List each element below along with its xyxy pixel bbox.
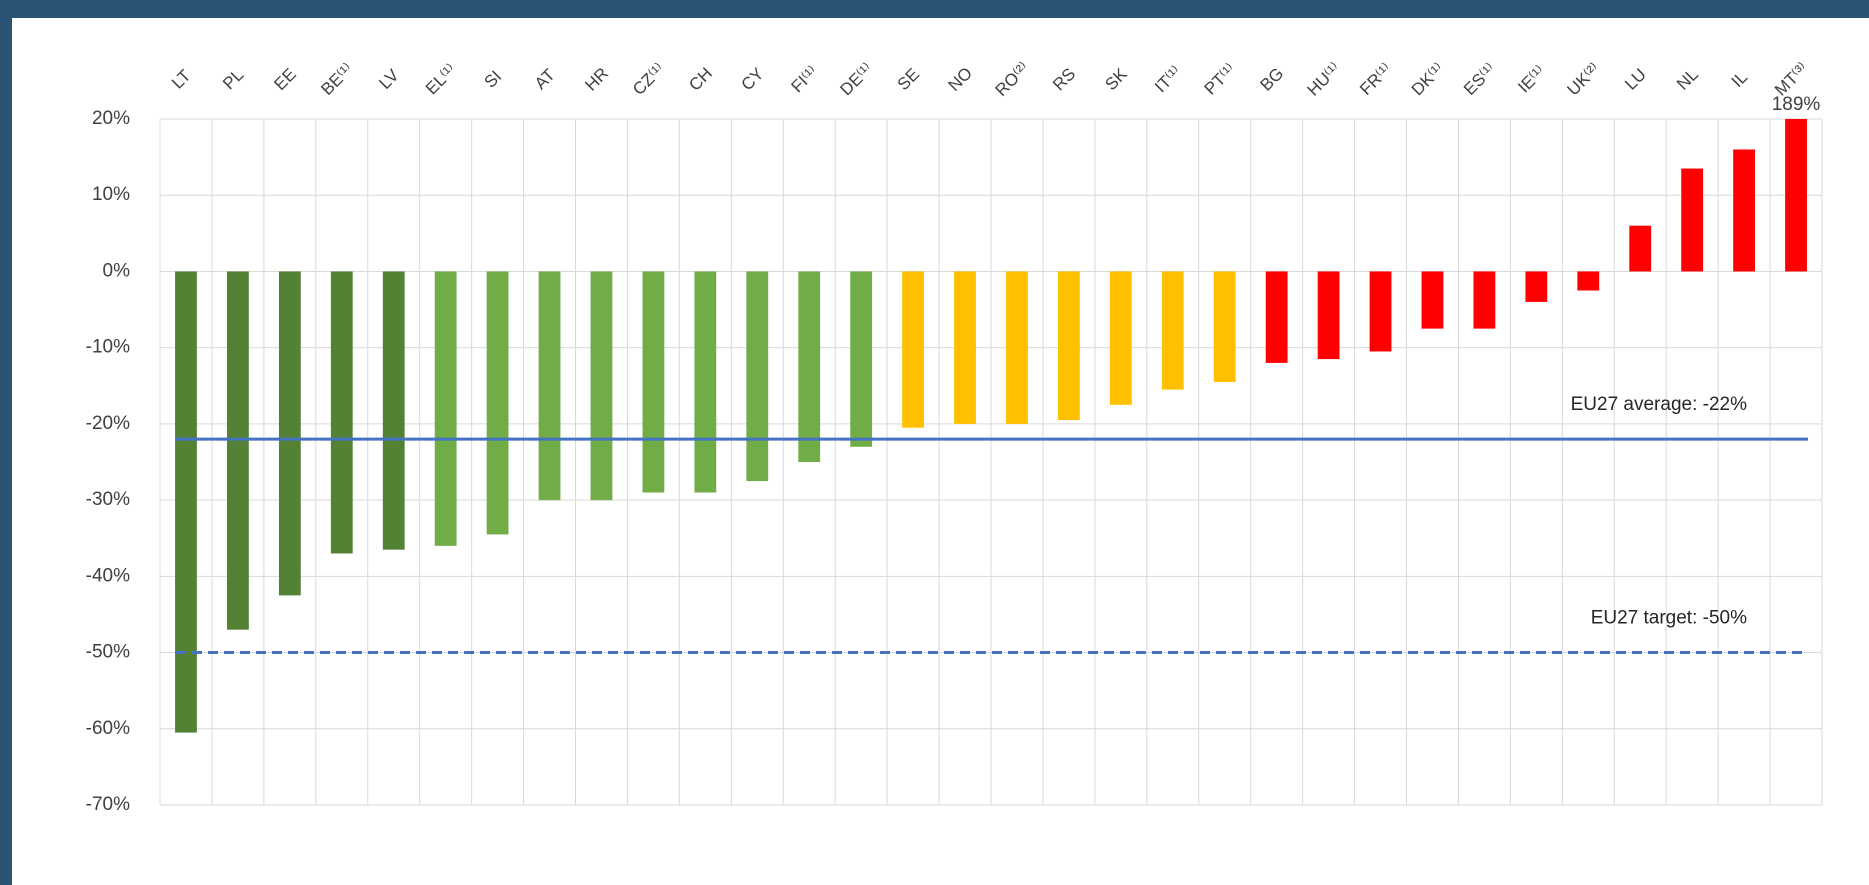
bar (1317, 271, 1340, 360)
bar (382, 271, 405, 550)
bar (1006, 271, 1028, 424)
bar (1265, 271, 1288, 363)
reference-label: EU27 target: -50% (1591, 608, 1747, 629)
y-tick-label: 10% (92, 184, 130, 205)
bar (434, 271, 457, 546)
bar (1057, 271, 1080, 421)
y-tick-label: -30% (86, 489, 130, 510)
y-tick-label: -50% (86, 642, 130, 663)
y-tick-label: 0% (103, 260, 131, 281)
bar (1213, 271, 1236, 382)
bar (1421, 271, 1444, 329)
y-tick-label: -70% (86, 794, 130, 815)
bar (1369, 271, 1392, 352)
bar (1681, 168, 1704, 272)
y-tick-label: -20% (86, 413, 130, 434)
bar (1525, 271, 1548, 302)
bar (1577, 271, 1600, 291)
bar (746, 271, 769, 482)
bar (1161, 271, 1184, 390)
reference-label: EU27 average: -22% (1571, 394, 1747, 415)
bar (850, 271, 873, 447)
bar (1733, 149, 1756, 272)
bar (175, 271, 197, 733)
bar (590, 271, 613, 501)
bar (1109, 271, 1132, 405)
chart-panel (12, 18, 1869, 885)
bar (538, 271, 561, 501)
y-tick-label: -40% (86, 565, 130, 586)
bar (1473, 271, 1496, 329)
bar (1785, 119, 1807, 272)
bar (798, 271, 821, 462)
y-tick-label: 20% (92, 108, 130, 129)
bar (902, 271, 925, 428)
bar (226, 271, 249, 630)
bar (642, 271, 665, 493)
value-label: 189% (1772, 94, 1821, 115)
y-tick-label: -60% (86, 718, 130, 739)
bar (330, 271, 353, 554)
bar (486, 271, 509, 535)
bar (1629, 225, 1652, 272)
bar (694, 271, 717, 493)
bar (278, 271, 301, 596)
y-tick-label: -10% (86, 337, 130, 358)
bar (954, 271, 976, 424)
